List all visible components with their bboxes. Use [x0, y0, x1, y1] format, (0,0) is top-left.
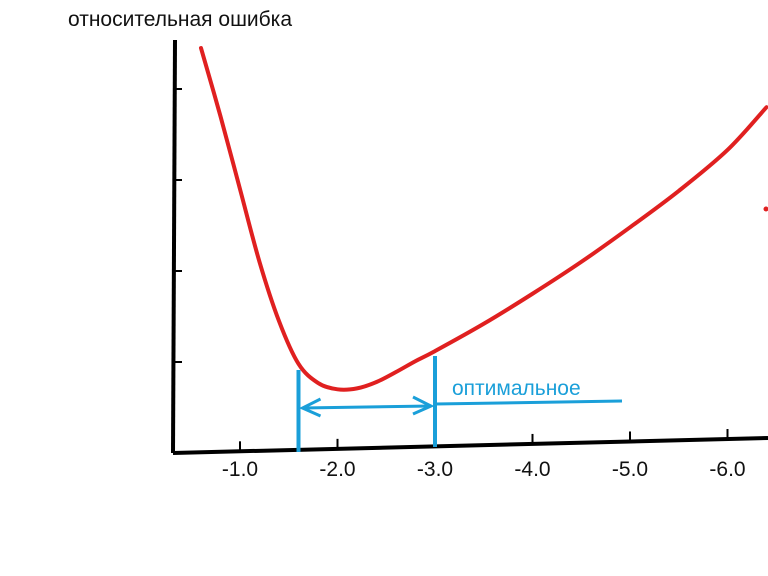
x-tick-label: -4.0 — [514, 458, 550, 481]
optimal-arrow-left-head — [298, 397, 322, 418]
y-axis-title: относительная ошибка — [68, 8, 292, 31]
x-axis-line — [172, 436, 768, 455]
stray-dot — [763, 206, 768, 212]
optimal-pointer-line — [434, 399, 623, 406]
x-tick-label: -1.0 — [222, 458, 258, 481]
optimal-label: оптимальное — [452, 377, 581, 400]
x-tick-label: -2.0 — [319, 458, 355, 481]
x-tick-label: -5.0 — [612, 458, 648, 481]
error-curve-line — [199, 46, 768, 392]
y-axis-line — [171, 39, 177, 454]
axes: -1.0 -2.0 -3.0 -4.0 -5.0 -6.0 — [171, 39, 768, 481]
optimal-arrow-shaft — [302, 404, 432, 410]
x-tick-label: -6.0 — [709, 458, 745, 481]
error-curve — [199, 46, 768, 392]
x-tick-label: -3.0 — [417, 458, 453, 481]
optimal-arrow-right-head — [412, 395, 435, 416]
optimal-range-annotation: оптимальное — [296, 356, 623, 452]
